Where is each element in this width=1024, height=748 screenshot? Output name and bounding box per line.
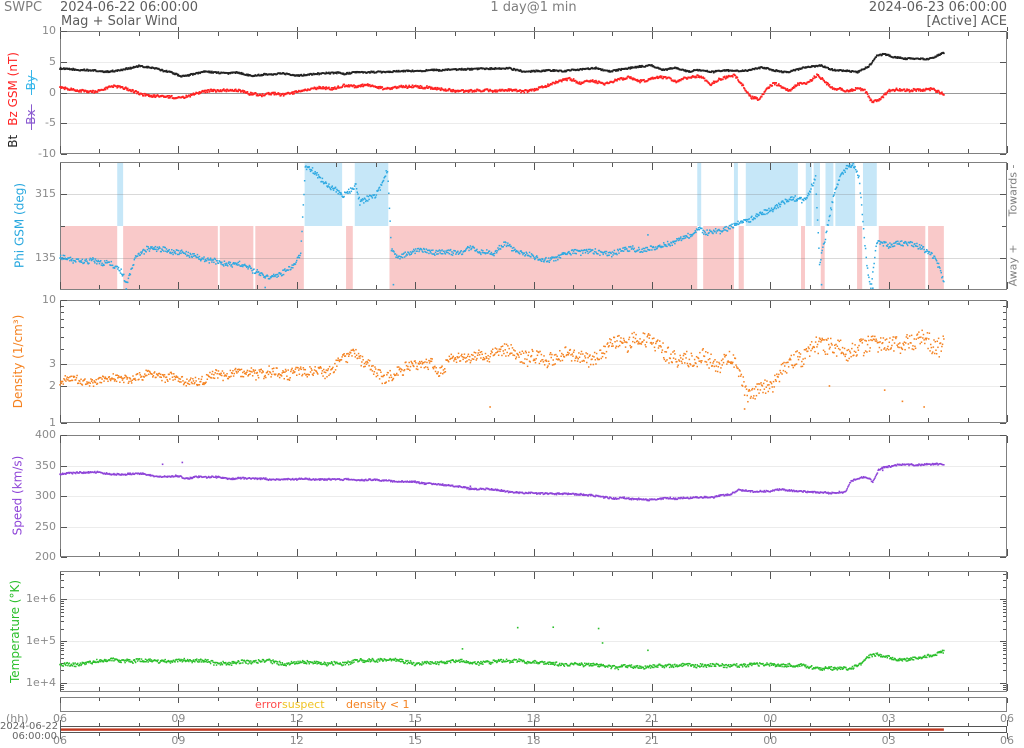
x-tick-label: 06 [1000, 734, 1014, 747]
x-tick-label: 00 [763, 712, 778, 725]
y-tick-label: -10 [38, 147, 56, 160]
time-axis-row-bottom: 06 09 12 15 18 21 00 03 06 [0, 734, 1024, 747]
cadence-label: 1 day@1 min [490, 0, 577, 15]
x-tick-label: 15 [408, 712, 423, 725]
x-tick-label: 15 [408, 734, 423, 747]
x-tick-label: 18 [526, 712, 541, 725]
y-tick-label: 5 [49, 54, 56, 68]
y-tick-label: 1e+6 [26, 592, 56, 606]
y-tick-label: 350 [35, 458, 56, 472]
plot-subtitle: Mag + Solar Wind [61, 14, 178, 29]
x-tick-label: 09 [171, 734, 186, 747]
y-tick-label: 10 [42, 293, 56, 306]
footer-start-date: 2024-06-22 [0, 721, 59, 732]
y-tick-label: 135 [35, 251, 56, 264]
x-tick-label: 09 [171, 712, 186, 725]
y-tick-label: 315 [35, 187, 56, 200]
x-tick-label: 18 [526, 734, 541, 747]
x-tick-label: 03 [881, 734, 896, 747]
end-time-label: 2024-06-23 06:00:00 [868, 0, 1007, 15]
panel-density [60, 300, 1007, 423]
legend-density: density < 1 [346, 698, 410, 711]
panel-phi [60, 162, 1007, 290]
legend-error: error [255, 698, 282, 711]
x-tick-label: 12 [289, 712, 304, 725]
x-tick-label: 21 [644, 734, 659, 747]
y-tick-label: 1e+4 [26, 675, 56, 689]
y-tick-label: 400 [35, 428, 56, 441]
y-tick-label: 200 [35, 550, 56, 563]
panel-speed [60, 435, 1007, 557]
legend-suspect: suspect [282, 698, 325, 711]
quality-legend-strip: error suspect density < 1 [60, 697, 1007, 712]
phi-axis-label: Phi GSM (deg) [12, 182, 27, 269]
status-label: [Active] ACE [926, 14, 1007, 29]
panel-temperature [60, 571, 1007, 692]
brand-label: SWPC [4, 0, 43, 15]
x-tick-label: 03 [881, 712, 896, 725]
time-axis-row-top: 06 09 12 15 18 21 00 03 06 [0, 712, 1024, 725]
x-tick-label: 21 [644, 712, 659, 725]
y-tick-label: 10 [42, 24, 56, 37]
y-tick-label: 2 [49, 378, 56, 392]
footer-start-clock: 06:00:00 [12, 731, 57, 742]
temperature-axis-label: Temperature (°K) [8, 579, 22, 684]
y-tick-label: 0 [49, 85, 56, 99]
x-tick-label: 06 [53, 712, 67, 725]
x-tick-label: 06 [53, 734, 67, 747]
x-tick-label: 06 [1000, 712, 1014, 725]
start-time-label: 2024-06-22 06:00:00 [60, 0, 199, 15]
panel-mag [60, 31, 1007, 154]
x-tick-label: 00 [763, 734, 778, 747]
y-tick-label: 3 [49, 357, 56, 371]
y-tick-label: 1 [49, 416, 56, 429]
x-tick-label: 12 [289, 734, 304, 747]
y-tick-label: -5 [45, 116, 56, 130]
y-tick-label: 250 [35, 519, 56, 533]
y-tick-label: 1e+5 [26, 634, 56, 648]
y-tick-label: 300 [35, 489, 56, 502]
hour-unit-label: (hh) [6, 712, 29, 725]
sector-direction-label: Away + Towards - [1006, 164, 1020, 287]
